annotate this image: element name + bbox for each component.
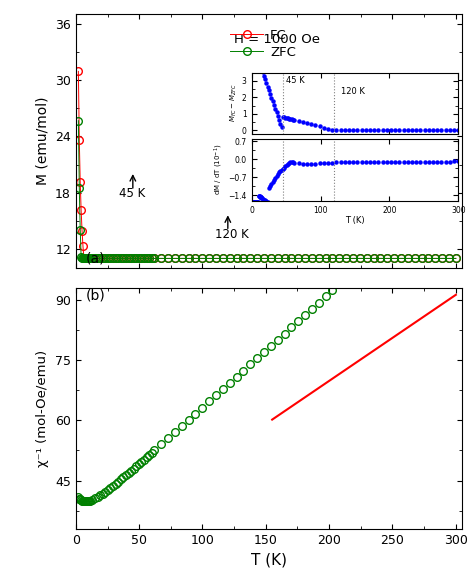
FC xyxy=(118,255,124,262)
FC xyxy=(453,255,459,262)
FC xyxy=(350,255,356,262)
ZFC xyxy=(115,255,121,262)
ZFC xyxy=(108,255,113,262)
Legend: FC, ZFC: FC, ZFC xyxy=(225,24,301,64)
ZFC xyxy=(350,255,356,262)
FC xyxy=(75,68,81,75)
Line: ZFC: ZFC xyxy=(74,117,460,262)
Y-axis label: χ⁻¹ (mol-Oe/emu): χ⁻¹ (mol-Oe/emu) xyxy=(36,350,49,467)
X-axis label: T (K): T (K) xyxy=(251,553,287,567)
ZFC xyxy=(337,255,342,262)
Text: H = 1000 Oe: H = 1000 Oe xyxy=(234,32,320,46)
Text: (b): (b) xyxy=(86,288,106,303)
Line: FC: FC xyxy=(74,68,460,262)
FC xyxy=(82,255,88,262)
ZFC xyxy=(118,255,124,262)
ZFC xyxy=(75,117,81,124)
FC xyxy=(337,255,342,262)
ZFC xyxy=(453,255,459,262)
ZFC xyxy=(165,255,171,262)
Text: (a): (a) xyxy=(86,251,106,265)
ZFC xyxy=(79,255,85,262)
FC xyxy=(165,255,171,262)
FC xyxy=(115,255,121,262)
Text: 120 K: 120 K xyxy=(215,228,249,241)
Text: 45 K: 45 K xyxy=(119,187,145,201)
Y-axis label: M (emu/mol): M (emu/mol) xyxy=(36,97,50,186)
FC xyxy=(108,255,113,262)
